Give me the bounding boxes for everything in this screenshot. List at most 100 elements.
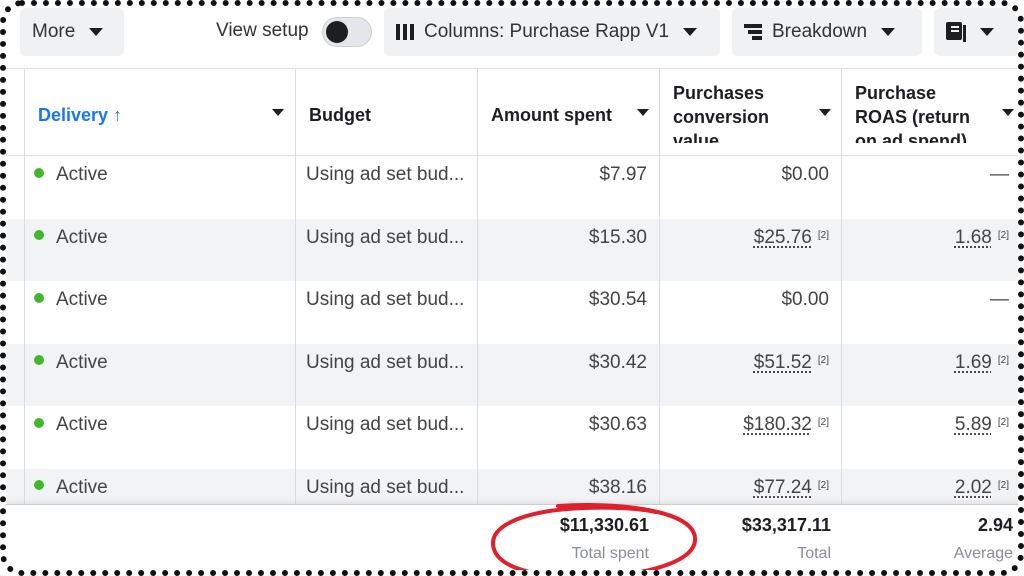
columns-label: Columns: Purchase Rapp V1 [424,21,670,42]
total-amount-spent: $11,330.61 [559,515,649,535]
delivery-cell: Active [24,406,294,468]
chevron-down-icon [881,28,896,36]
table-row[interactable]: Active Using ad set bud... $30.63 $180.32 [2… [6,406,1018,468]
purchases-value[interactable]: $25.76 [753,226,812,248]
purchases-value[interactable]: $180.32 [743,414,812,435]
more-label: More [32,21,76,42]
breakdown-button[interactable]: Breakdown [732,8,922,56]
column-divider [659,68,660,570]
amount-spent-value: $38.16 [588,476,647,498]
purchases-value-cell: $0.00 [659,281,841,343]
toggle-knob [326,21,348,43]
roas-value[interactable]: 1.69 [954,351,992,373]
footnote-marker: [2] [817,417,829,428]
budget-value: Using ad set bud... [306,351,465,373]
roas-value[interactable]: 2.02 [954,476,992,498]
roas-value: — [990,164,1009,185]
amount-spent-cell: $30.63 [477,406,659,468]
chevron-down-icon [89,28,104,36]
budget-cell: Using ad set bud... [295,156,477,218]
chevron-down-icon[interactable] [637,109,649,116]
total-amount-spent-label: Total spent [571,545,649,562]
purchases-value-header-line3: value [673,131,720,143]
roas-value[interactable]: 5.89 [954,414,992,435]
delivery-cell: Active [24,219,294,281]
column-header-purchases-value[interactable]: Purchases conversion value [659,69,841,155]
delivery-status: Active [56,226,108,248]
active-status-dot [34,167,44,178]
purchases-value[interactable]: $51.52 [753,351,812,373]
purchases-value-header-line1: Purchases [673,83,765,103]
chevron-down-icon[interactable] [1002,109,1014,116]
roas-value: — [990,289,1009,310]
purchases-value: $0.00 [781,164,829,185]
roas-cell: 1.68 [2] [841,219,1013,281]
chevron-down-icon[interactable] [819,109,831,116]
delivery-status: Active [56,289,108,310]
active-status-dot [34,292,44,303]
footnote-marker: [2] [817,354,829,366]
table-row[interactable]: Active Using ad set bud... $30.42 $51.52 [2]… [6,343,1018,406]
delivery-status: Active [56,476,108,498]
column-header-delivery[interactable]: Delivery ↑ [24,69,294,155]
roas-cell: — [841,281,1013,343]
table-row[interactable]: Active Using ad set bud... $30.54 $0.00 — [6,281,1018,343]
table-row[interactable]: Active Using ad set bud... $7.97 $0.00 — [6,156,1018,218]
total-purchases-value: $33,317.11 [741,515,831,535]
columns-icon [396,24,414,40]
table-header: Delivery ↑ Budget Amount spent Purchases… [6,68,1018,156]
roas-cell: — [841,156,1013,218]
active-status-dot [34,230,44,241]
amount-spent-cell: $15.30 [477,219,659,281]
purchases-value-cell: $77.24 [2] [659,469,841,531]
table-totals-row: $11,330.61 Total spent $33,317.11 Total … [6,504,1018,570]
budget-cell: Using ad set bud... [295,344,477,406]
roas-cell: 5.89 [2] [841,406,1013,468]
column-header-amount-spent[interactable]: Amount spent [477,69,659,155]
chevron-down-icon[interactable] [272,109,284,116]
column-header-budget[interactable]: Budget [295,69,477,155]
reports-button[interactable] [934,8,1018,56]
delivery-cell: Active [24,156,294,218]
total-purchases-value-label: Total [797,545,831,562]
active-status-dot [34,355,44,366]
roas-cell: 2.02 [2] [841,469,1013,531]
columns-button[interactable]: Columns: Purchase Rapp V1 [384,8,720,56]
purchases-value[interactable]: $77.24 [753,476,812,498]
amount-spent-value: $30.63 [588,414,647,435]
amount-spent-cell: $38.16 [477,469,659,531]
delivery-cell: Active [24,344,294,406]
table-row[interactable]: Active Using ad set bud... $15.30 $25.76 [2]… [6,218,1018,281]
delivery-header-label: Delivery ↑ [38,105,123,125]
ads-table: Delivery ↑ Budget Amount spent Purchases… [6,68,1018,570]
reports-icon [946,22,966,42]
amount-spent-value: $30.54 [588,289,647,310]
amount-spent-cell: $7.97 [477,156,659,218]
average-roas: 2.94 [977,515,1013,535]
budget-cell: Using ad set bud... [295,406,477,468]
active-status-dot [34,417,44,428]
delivery-status: Active [56,164,108,185]
budget-value: Using ad set bud... [306,226,465,248]
roas-header-line2: ROAS (return [855,107,971,127]
delivery-cell: Active [24,281,294,343]
purchases-value-header-line2: conversion [673,107,770,127]
view-setup-label: View setup [216,20,309,41]
chevron-down-icon [683,28,698,36]
budget-cell: Using ad set bud... [295,469,477,531]
delivery-status: Active [56,351,108,373]
amount-spent-header-label: Amount spent [491,105,612,125]
purchases-value-cell: $180.32 [2] [659,406,841,468]
active-status-dot [34,480,44,491]
budget-value: Using ad set bud... [306,289,465,310]
more-button[interactable]: More [20,8,124,56]
roas-value[interactable]: 1.68 [954,226,992,248]
roas-cell: 1.69 [2] [841,344,1013,406]
budget-value: Using ad set bud... [306,476,465,498]
amount-spent-cell: $30.42 [477,344,659,406]
view-setup-toggle[interactable] [322,17,372,47]
budget-cell: Using ad set bud... [295,281,477,343]
column-header-roas[interactable]: Purchase ROAS (return on ad spend) [841,69,1018,155]
footnote-marker: [2] [997,479,1009,491]
